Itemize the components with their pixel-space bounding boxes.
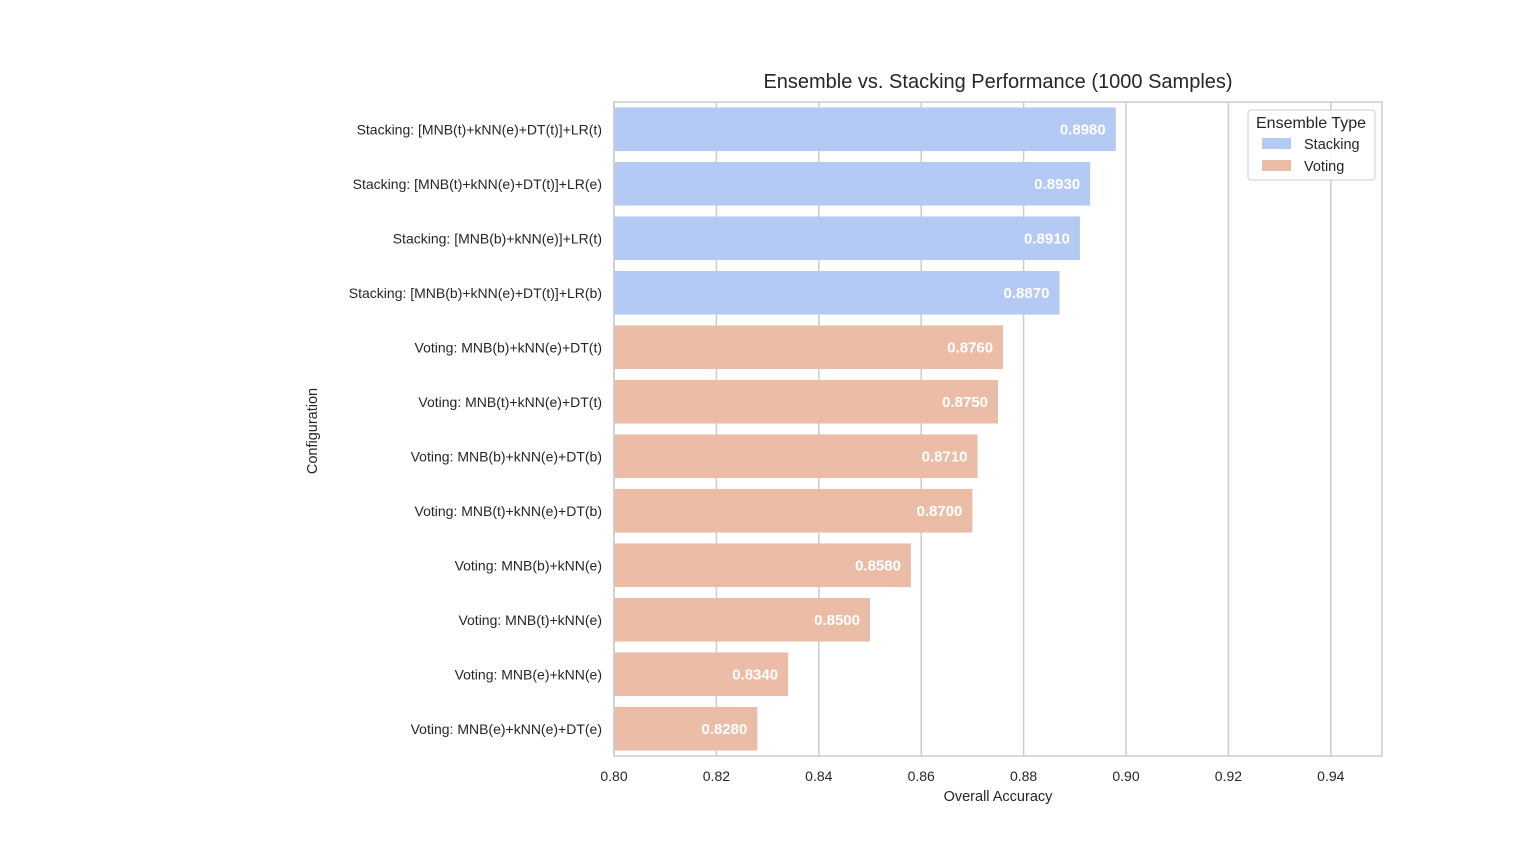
y-tick-label: Voting: MNB(b)+kNN(e)+DT(b)	[411, 448, 602, 464]
bar-value-label: 0.8710	[922, 448, 968, 465]
x-tick-label: 0.80	[600, 768, 627, 784]
y-axis-ticks: Stacking: [MNB(t)+kNN(e)+DT(t)]+LR(t) Sta…	[349, 121, 602, 737]
y-tick-label: Voting: MNB(e)+kNN(e)	[455, 666, 602, 682]
bar	[614, 161, 1091, 206]
bar	[614, 597, 870, 642]
y-tick-label: Stacking: [MNB(b)+kNN(e)]+LR(t)	[393, 230, 602, 246]
x-axis-ticks: 0.80 0.82 0.84 0.86 0.88 0.90 0.92 0.94	[600, 768, 1344, 784]
bar-value-label: 0.8930	[1034, 176, 1080, 193]
y-tick-label: Voting: MNB(b)+kNN(e)	[455, 557, 602, 573]
bar	[614, 325, 1004, 370]
x-tick-label: 0.84	[805, 768, 832, 784]
chart-title: Ensemble vs. Stacking Performance (1000 …	[763, 71, 1232, 93]
y-axis-label: Configuration	[305, 388, 321, 474]
bar-value-label: 0.8340	[732, 666, 778, 683]
x-tick-label: 0.82	[703, 768, 730, 784]
bars	[614, 107, 1116, 751]
x-axis-label: Overall Accuracy	[944, 789, 1054, 805]
x-tick-label: 0.88	[1010, 768, 1037, 784]
bar-value-label: 0.8910	[1024, 230, 1070, 247]
bar	[614, 434, 978, 479]
bar	[614, 107, 1116, 152]
legend-swatch	[1262, 138, 1291, 149]
bar	[614, 216, 1080, 261]
y-tick-label: Voting: MNB(e)+kNN(e)+DT(e)	[411, 721, 602, 737]
bar-labels: 0.8980 0.8930 0.8910 0.8870 0.8760 0.8750 0.87…	[701, 121, 1105, 738]
x-tick-label: 0.86	[908, 768, 935, 784]
plot-frame	[613, 101, 1383, 757]
bar	[614, 543, 911, 588]
y-tick-label: Voting: MNB(b)+kNN(e)+DT(t)	[415, 339, 602, 355]
bar-value-label: 0.8750	[942, 394, 988, 411]
legend-entries: Stacking Voting	[1262, 137, 1360, 175]
bar-value-label: 0.8980	[1060, 121, 1106, 138]
y-tick-label: Stacking: [MNB(t)+kNN(e)+DT(t)]+LR(t)	[357, 121, 602, 137]
bar-value-label: 0.8700	[917, 503, 963, 520]
x-tick-label: 0.94	[1317, 768, 1344, 784]
bar	[614, 706, 758, 751]
bar-value-label: 0.8870	[1004, 285, 1050, 302]
bar-value-label: 0.8580	[855, 557, 901, 574]
y-tick-label: Voting: MNB(t)+kNN(e)	[458, 612, 602, 628]
grid	[613, 102, 1332, 756]
y-tick-label: Stacking: [MNB(b)+kNN(e)+DT(t)]+LR(b)	[349, 285, 602, 301]
bar	[614, 270, 1060, 315]
y-tick-label: Voting: MNB(t)+kNN(e)+DT(b)	[415, 503, 602, 519]
bar-value-label: 0.8500	[814, 612, 860, 629]
y-tick-label: Stacking: [MNB(t)+kNN(e)+DT(t)]+LR(e)	[353, 176, 602, 192]
bar-value-label: 0.8280	[701, 721, 747, 738]
bar	[614, 652, 789, 697]
legend: Ensemble Type Stacking Voting	[1247, 109, 1376, 181]
x-tick-label: 0.90	[1112, 768, 1139, 784]
legend-entry-label: Voting	[1304, 159, 1344, 175]
legend-swatch	[1262, 160, 1291, 171]
bar-value-label: 0.8760	[947, 339, 993, 356]
x-tick-label: 0.92	[1215, 768, 1242, 784]
legend-title: Ensemble Type	[1256, 115, 1366, 132]
y-tick-label: Voting: MNB(t)+kNN(e)+DT(t)	[418, 394, 602, 410]
bar	[614, 379, 998, 424]
bar	[614, 488, 973, 533]
legend-entry-label: Stacking	[1304, 137, 1360, 153]
